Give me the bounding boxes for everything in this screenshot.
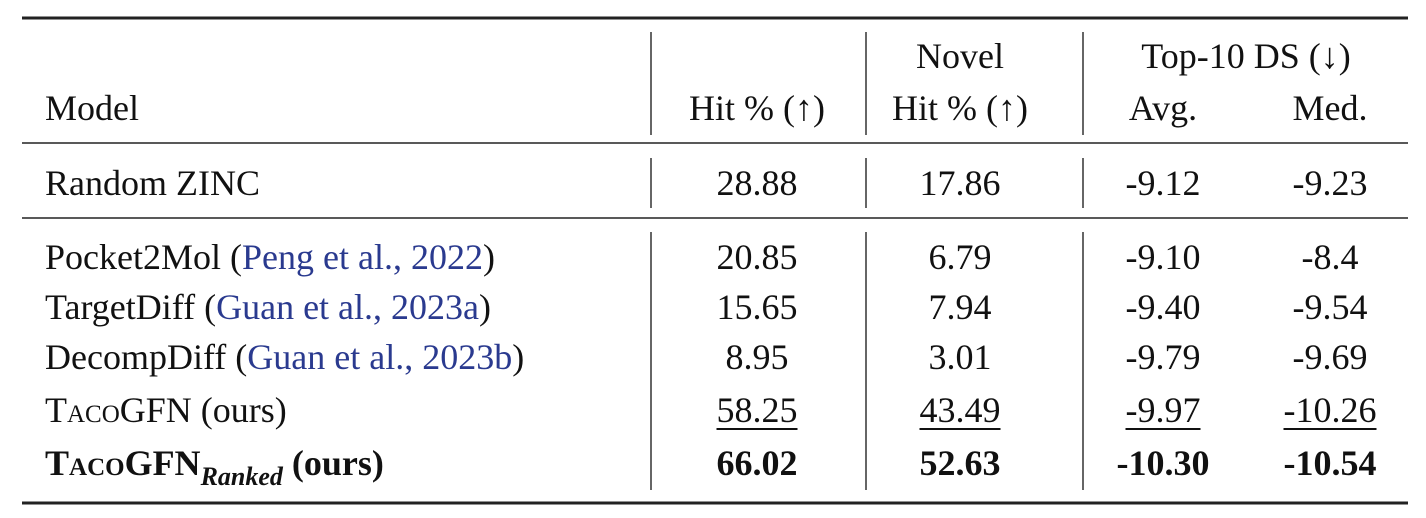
model-name: Random ZINC xyxy=(45,165,260,201)
model-segment: Guan et al., 2023b xyxy=(247,337,513,377)
model-segment: (ours) xyxy=(191,390,287,430)
header-novel: Novel xyxy=(916,36,1004,76)
model-segment: DecompDiff ( xyxy=(45,337,248,377)
model-segment: TacoGFN xyxy=(45,443,201,483)
med-ds-value: -9.69 xyxy=(1292,337,1368,377)
header-top10: Top-10 DS (↓) xyxy=(1141,36,1351,76)
model-segment: Guan et al., 2023a xyxy=(216,287,480,327)
novel-hit-value: 7.94 xyxy=(928,287,992,327)
vertical-rules xyxy=(650,32,1084,490)
model-name: Pocket2Mol (Peng et al., 2022) xyxy=(45,239,495,275)
hit-value: 66.02 xyxy=(716,443,798,483)
model-segment: ) xyxy=(512,337,525,377)
med-ds-value: -10.26 xyxy=(1283,390,1377,430)
model-segment: Random ZINC xyxy=(45,163,260,203)
model-segment: Peng et al., 2022 xyxy=(241,237,483,277)
model-segment: Pocket2Mol ( xyxy=(45,237,242,277)
med-ds-value: -8.4 xyxy=(1301,237,1359,277)
header-avg: Avg. xyxy=(1128,88,1198,128)
avg-ds-value: -9.97 xyxy=(1125,390,1201,430)
model-segment: (ours) xyxy=(282,443,384,483)
novel-hit-value: 3.01 xyxy=(928,337,992,377)
med-ds-value: -9.54 xyxy=(1292,287,1368,327)
hit-value: 28.88 xyxy=(716,163,798,203)
horizontal-rules xyxy=(22,16,1408,505)
avg-ds-value: -9.79 xyxy=(1125,337,1201,377)
model-segment: ) xyxy=(479,287,492,327)
model-name: TacoGFN (ours) xyxy=(45,392,287,428)
avg-ds-value: -9.12 xyxy=(1125,163,1201,203)
novel-hit-value: 6.79 xyxy=(928,237,992,277)
avg-ds-value: -9.10 xyxy=(1125,237,1201,277)
hit-value: 15.65 xyxy=(716,287,798,327)
model-segment: Ranked xyxy=(200,462,283,491)
novel-hit-value: 43.49 xyxy=(919,390,1001,430)
header-novel: Hit % (↑) xyxy=(892,88,1028,128)
model-name: TargetDiff (Guan et al., 2023a) xyxy=(45,289,491,325)
model-name: DecompDiff (Guan et al., 2023b) xyxy=(45,339,524,375)
header-hit: Hit % (↑) xyxy=(689,88,825,128)
med-ds-value: -10.54 xyxy=(1283,443,1377,483)
hit-value: 58.25 xyxy=(716,390,798,430)
header-med: Med. xyxy=(1292,88,1368,128)
header-model: Model xyxy=(45,88,139,128)
avg-ds-value: -10.30 xyxy=(1116,443,1210,483)
model-segment: TacoGFN xyxy=(45,390,192,430)
med-ds-value: -9.23 xyxy=(1292,163,1368,203)
hit-value: 8.95 xyxy=(725,337,789,377)
model-segment: ) xyxy=(482,237,495,277)
model-segment: TargetDiff ( xyxy=(45,287,217,327)
novel-hit-value: 52.63 xyxy=(919,443,1001,483)
hit-value: 20.85 xyxy=(716,237,798,277)
novel-hit-value: 17.86 xyxy=(919,163,1001,203)
avg-ds-value: -9.40 xyxy=(1125,287,1201,327)
model-name: TacoGFNRanked (ours) xyxy=(45,443,384,490)
